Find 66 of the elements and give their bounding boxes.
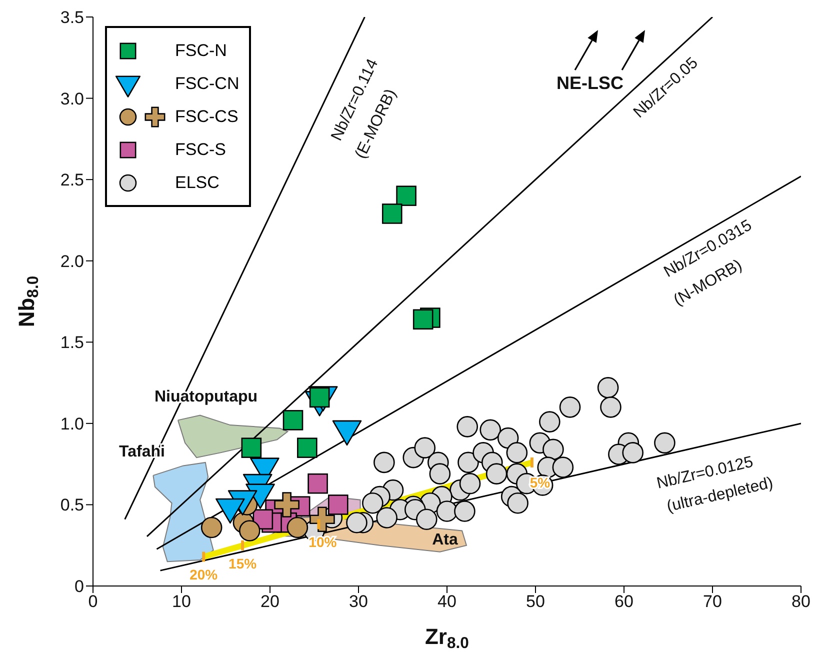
point — [539, 411, 560, 432]
legend-label: FSC-CN — [175, 74, 240, 94]
x-tick-label: 40 — [438, 592, 456, 612]
point — [310, 506, 335, 532]
point — [346, 512, 368, 534]
y-tick-label: 3.5 — [60, 8, 84, 28]
annotation: 20% — [190, 566, 218, 583]
point — [458, 452, 479, 474]
point — [274, 492, 300, 518]
annotation: Ata — [432, 532, 458, 548]
annotation: 10% — [308, 534, 338, 550]
y-tick-label: 2.0 — [60, 252, 84, 271]
legend-label: FSC-S — [175, 140, 226, 160]
x-axis-title: Zr$_{8.0}$ — [424, 624, 470, 652]
point — [414, 437, 436, 458]
y-tick-label: 1.5 — [60, 333, 84, 352]
legend-label: ELSC — [175, 172, 220, 192]
legend-label: FSC-N — [175, 40, 227, 60]
x-tick-label: 0 — [88, 592, 98, 612]
point — [486, 463, 508, 484]
point — [412, 309, 434, 330]
point — [376, 507, 398, 528]
legend-label: FSC-CS — [175, 106, 238, 126]
x-tick-label: 20 — [260, 592, 280, 612]
point — [506, 442, 528, 464]
y-tick-label: 1.0 — [60, 414, 84, 434]
point — [507, 492, 528, 514]
point — [552, 456, 574, 478]
point — [297, 438, 318, 458]
point — [429, 463, 451, 484]
annotation: NE-LSC — [556, 73, 624, 93]
x-tick-label: 30 — [349, 592, 368, 612]
x-tick-label: 80 — [792, 592, 810, 612]
point — [282, 410, 304, 430]
point — [542, 438, 564, 460]
point — [328, 494, 348, 515]
annotation: 15% — [228, 555, 258, 572]
point — [374, 452, 395, 474]
point — [480, 419, 502, 441]
point — [396, 186, 416, 206]
x-tick-label: 60 — [614, 592, 634, 612]
point — [436, 500, 458, 522]
y-tick-label: 2.5 — [60, 170, 84, 190]
point — [382, 204, 402, 224]
y-tick-label: 3.0 — [60, 89, 84, 108]
point — [600, 396, 622, 418]
point — [362, 492, 384, 514]
point — [200, 516, 222, 538]
y-tick-label: 0.5 — [60, 496, 84, 515]
y-tick-label: 0 — [74, 577, 84, 596]
point — [238, 520, 260, 542]
point — [308, 473, 328, 494]
point — [597, 377, 619, 398]
point — [497, 427, 519, 449]
point — [454, 500, 476, 522]
point — [456, 416, 478, 438]
point — [622, 442, 644, 464]
x-tick-label: 50 — [526, 592, 545, 612]
point — [241, 438, 262, 458]
point — [559, 396, 581, 418]
x-tick-label: 70 — [703, 592, 722, 612]
point — [416, 508, 438, 530]
point — [654, 432, 676, 454]
point — [286, 516, 308, 538]
point — [459, 472, 481, 494]
x-tick-label: 10 — [172, 592, 191, 612]
